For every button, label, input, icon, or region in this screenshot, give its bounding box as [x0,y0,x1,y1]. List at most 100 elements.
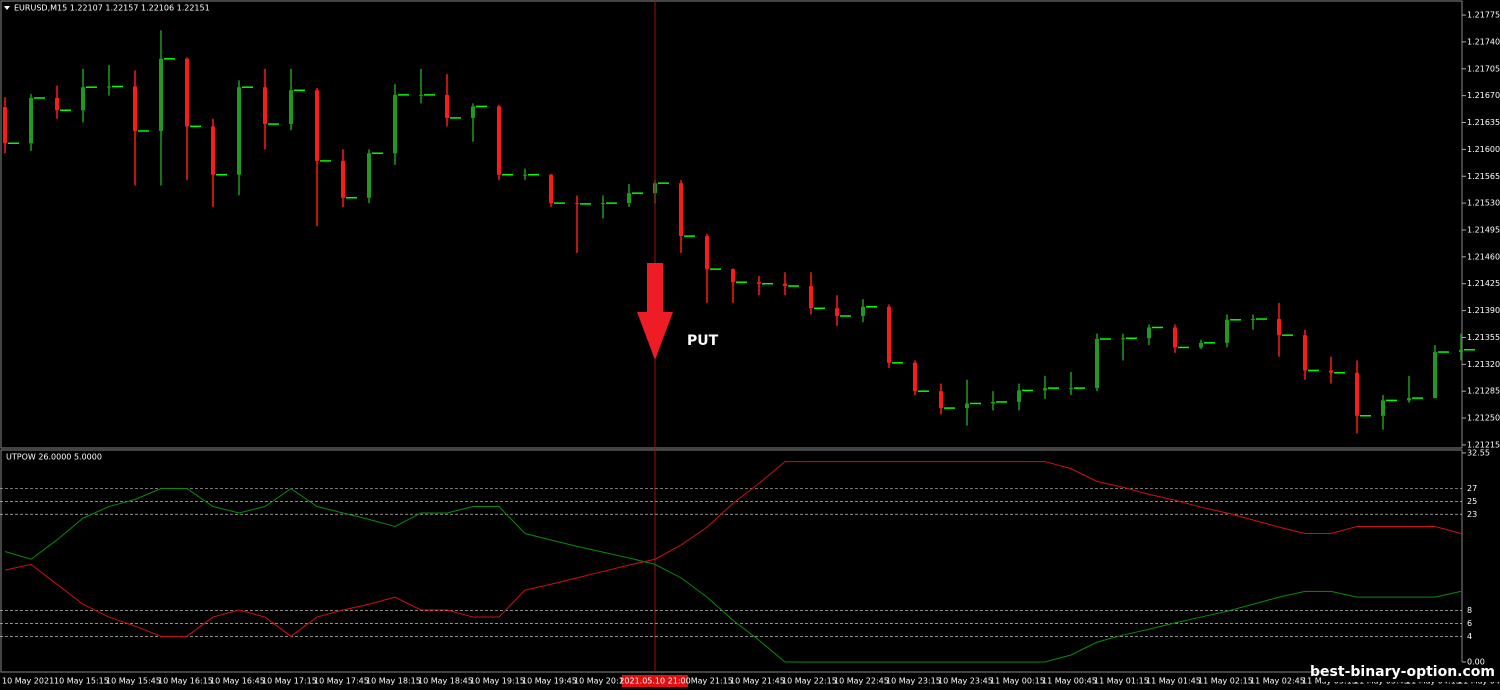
candle-body [1459,349,1463,353]
candle-body [1095,338,1099,389]
candle-body [237,87,241,175]
candle-body [731,269,735,283]
y-tick-label: 1.21670 [1467,91,1500,100]
candle-body [549,174,553,204]
candle-body [705,236,709,270]
candle-body [1407,398,1411,401]
candle-body [419,94,423,96]
candle-body [289,90,293,125]
y-tick-label: 1.21460 [1467,252,1500,261]
x-tick-label: 10 May 22:45 [834,677,889,686]
x-tick-label: 10 May 16:15 [158,677,213,686]
symbol-title: EURUSD,M15 1.22107 1.22157 1.22106 1.221… [14,4,210,13]
candle-body [913,362,917,392]
candle-body [497,106,501,175]
candle-body [367,153,371,198]
y-tick-label: 4 [1467,632,1472,641]
candle-body [1251,319,1255,321]
y-tick-label: 0.00 [1467,658,1485,667]
x-tick-label: 10 May 19:15 [470,677,525,686]
candle-body [29,97,33,144]
candle-body [1303,335,1307,371]
candle-body [1433,352,1437,399]
y-tick-label: 6 [1467,619,1472,628]
signal-label: PUT [687,333,719,349]
candle-body [991,401,995,404]
candle-body [159,58,163,131]
symbol-menu[interactable] [4,6,10,10]
watermark-bg [1322,662,1500,682]
candle-body [783,283,787,287]
y-tick-label: 1.21635 [1467,118,1500,127]
candle-body [757,282,761,284]
x-tick-label: 11 May 01:15 [1094,677,1149,686]
candle-body [1173,327,1177,348]
y-tick-label: 8 [1467,606,1472,615]
x-tick-label: 10 May 16:45 [210,677,265,686]
y-tick-label: 1.21600 [1467,145,1500,154]
x-tick-label: 10 May 17:45 [314,677,369,686]
candle-body [1017,390,1021,402]
candle-body [315,90,319,161]
put-arrow [637,263,673,360]
x-tick-label: 10 May 18:15 [366,677,421,686]
x-tick-label: 11 May 01:45 [1146,677,1201,686]
candle-body [1381,400,1385,416]
y-tick-label: 27 [1467,484,1477,493]
y-tick-label: 1.21215 [1467,440,1500,449]
candle-body [133,86,137,131]
candle-body [575,203,579,205]
x-tick-label: 10 May 19:45 [522,677,577,686]
candle-body [1043,388,1047,391]
candle-body [887,306,891,363]
candle-body [211,126,215,175]
y-tick-label: 1.21565 [1467,172,1500,181]
candle-body [1199,342,1203,348]
x-tick-label: 10 May 2021 [2,677,54,686]
x-tick-label: 10 May 20:15 [574,677,629,686]
y-tick-label: 32.55 [1467,448,1490,457]
candle-body [1329,370,1333,373]
candle-body [523,174,527,176]
x-tick-label: 10 May 15:45 [106,677,161,686]
candle-body [263,87,267,125]
indicator-line [4,487,1462,663]
x-tick-label: 10 May 22:15 [782,677,837,686]
y-tick-label: 23 [1467,510,1477,519]
y-tick-label: 1.21320 [1467,360,1500,369]
candle-body [601,203,605,205]
candle-body [1147,327,1151,339]
candle-body [809,286,813,309]
x-tick-label: 11 May 02:45 [1250,677,1305,686]
x-tick-label: 10 May 17:15 [262,677,317,686]
candle-body [81,87,85,111]
candle-body [1277,319,1281,336]
y-tick-label: 1.21740 [1467,37,1500,46]
candle-body [1355,372,1359,416]
x-tick-label: 10 May 23:15 [886,677,941,686]
candle-body [445,94,449,118]
crosshair-time: 2021.05.10 21:00 [619,677,690,686]
indicator-panel-border [0,449,1463,673]
y-tick-label: 1.21530 [1467,199,1500,208]
y-tick-label: 25 [1467,497,1477,506]
x-tick-label: 11 May 02:15 [1198,677,1253,686]
y-tick-label: 1.21285 [1467,387,1500,396]
indicator-title: UTPOW 26.0000 5.0000 [6,453,102,462]
y-tick-label: 1.21775 [1467,11,1500,20]
y-tick-label: 1.21495 [1467,225,1500,234]
candle-body [341,160,345,198]
candle-body [861,306,865,316]
y-tick-label: 1.21705 [1467,64,1500,73]
indicator-line [4,461,1462,637]
x-tick-label: 11 May 00:15 [990,677,1045,686]
x-tick-label: 10 May 18:45 [418,677,473,686]
candle-body [471,106,475,118]
x-tick-label: 11 May 00:45 [1042,677,1097,686]
candle-body [1121,338,1125,340]
y-tick-label: 1.21390 [1467,306,1500,315]
x-tick-label: 10 May 21:15 [678,677,733,686]
price-panel-border [0,0,1463,449]
